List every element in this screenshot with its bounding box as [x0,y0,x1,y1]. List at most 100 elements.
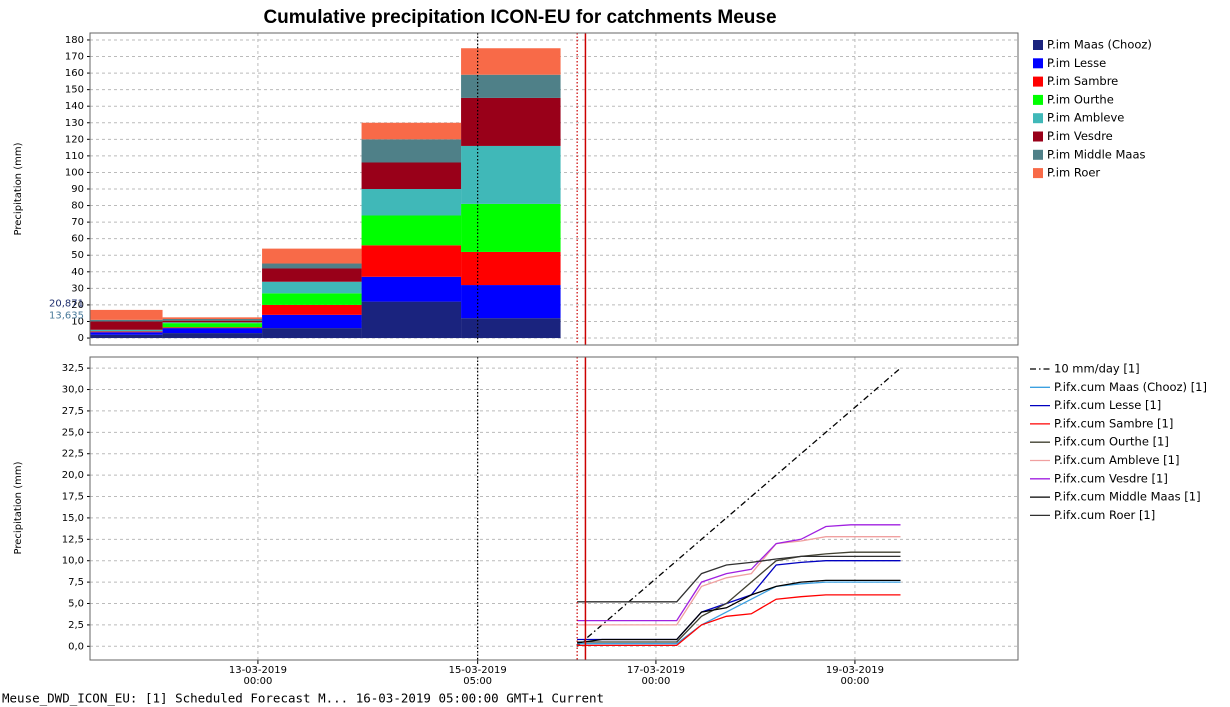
x-tick-label: 05:00 [463,676,492,687]
bar-segment [90,334,163,339]
x-tick-label: 00:00 [642,676,671,687]
bar-segment [461,285,561,319]
bar-segment [90,309,163,320]
x-tick-label: 00:00 [841,676,870,687]
bar-segment [361,276,462,302]
legend-label: 10 mm/day [1] [1054,362,1140,376]
y-tick-label: 140 [65,101,84,112]
bar-segment [361,122,462,140]
legend-swatch [1033,131,1043,142]
bar-segment [361,162,462,189]
y-tick-label: 2,5 [68,620,84,631]
bar-segment [90,321,163,330]
y-tick-label: 0,0 [68,641,84,652]
bar-segment [162,323,263,328]
legend-label: P.ifx.cum Maas (Chooz) [1] [1054,380,1207,394]
legend-label: P.im Roer [1047,166,1100,180]
x-tick-label: 13-03-2019 [229,665,287,676]
bar-segment [162,317,263,319]
y-tick-label: 120 [65,134,84,145]
bar-segment [262,248,362,264]
bar-segment [90,332,163,335]
x-tick-label: 15-03-2019 [449,665,507,676]
y-tick-label: 180 [65,35,84,46]
bar-segment [162,319,263,321]
bar-segment [262,328,362,339]
data-line [577,555,901,603]
plot-frame [89,356,1019,661]
bar-segment [461,97,561,146]
bar-segment [361,245,462,277]
y-tick-label: 27,5 [62,406,84,417]
data-line [577,594,901,647]
legend-swatch [1033,40,1043,50]
y-tick-label: 10 [71,316,84,327]
x-tick-label: 19-03-2019 [826,665,884,676]
y-tick-label: 100 [65,167,84,178]
plot-frame [89,32,1019,346]
y-axis-label: Precipitation (mm) [13,142,24,235]
bar-segment [90,319,163,322]
y-tick-label: 150 [65,85,84,96]
y-tick-label: 30,0 [62,385,84,396]
y-tick-label: 130 [65,118,84,129]
bar-segment [262,293,362,305]
legend-label: P.ifx.cum Vesdre [1] [1054,471,1168,485]
bar-segment [461,318,561,339]
y-tick-label: 25,0 [62,427,84,438]
bar-segment [461,203,561,252]
y-tick-label: 160 [65,68,84,79]
bar-segment [262,263,362,269]
bar-segment [262,281,362,294]
bar-segment [162,327,263,329]
chart-title: Cumulative precipitation ICON-EU for cat… [263,7,776,28]
y-tick-label: 20,0 [62,470,84,481]
bar-segment [162,320,263,323]
y-tick-label: 17,5 [62,492,84,503]
bar-segment [361,189,462,216]
bar-segment [162,333,263,339]
legend-swatch [1033,76,1043,87]
legend-label: P.im Maas (Chooz) [1047,38,1152,52]
y-tick-label: 0 [78,333,84,344]
y-tick-label: 22,5 [62,449,84,460]
bar-segment [262,314,362,329]
legend-label: P.ifx.cum Lesse [1] [1054,398,1161,412]
data-line [577,524,901,622]
legend-label: P.im Vesdre [1047,129,1113,143]
legend-label: P.ifx.cum Ambleve [1] [1054,453,1179,467]
y-tick-label: 70 [71,217,84,228]
data-line [577,551,901,643]
y-tick-label: 7,5 [68,577,84,588]
bar-segment [361,301,462,339]
legend-label: P.ifx.cum Middle Maas [1] [1054,490,1201,504]
y-tick-label: 10,0 [62,556,84,567]
legend-swatch [1033,58,1043,69]
y-tick-label: 12,5 [62,534,84,545]
x-tick-label: 17-03-2019 [627,665,685,676]
legend-label: P.ifx.cum Roer [1] [1054,508,1155,522]
legend-swatch [1033,113,1043,124]
bar-segment [361,215,462,246]
legend-swatch [1033,149,1043,160]
legend-label: P.im Ambleve [1047,111,1124,125]
data-line [577,579,901,644]
y-tick-label: 60 [71,234,84,245]
y-annotation: 13,635 [49,310,84,321]
legend-label: P.im Lesse [1047,56,1106,70]
y-annotation: 20,871 [49,298,84,309]
y-tick-label: 80 [71,201,84,212]
legend-label: P.im Sambre [1047,74,1118,88]
bar-segment [461,145,561,204]
bar-segment [162,322,263,324]
y-tick-label: 90 [71,184,84,195]
data-line [577,536,901,626]
bar-segment [90,331,163,333]
bar-segment [162,328,263,334]
bar-segment [361,139,462,163]
bar-segment [262,268,362,282]
bar-segment [90,329,163,332]
y-tick-label: 15,0 [62,513,84,524]
